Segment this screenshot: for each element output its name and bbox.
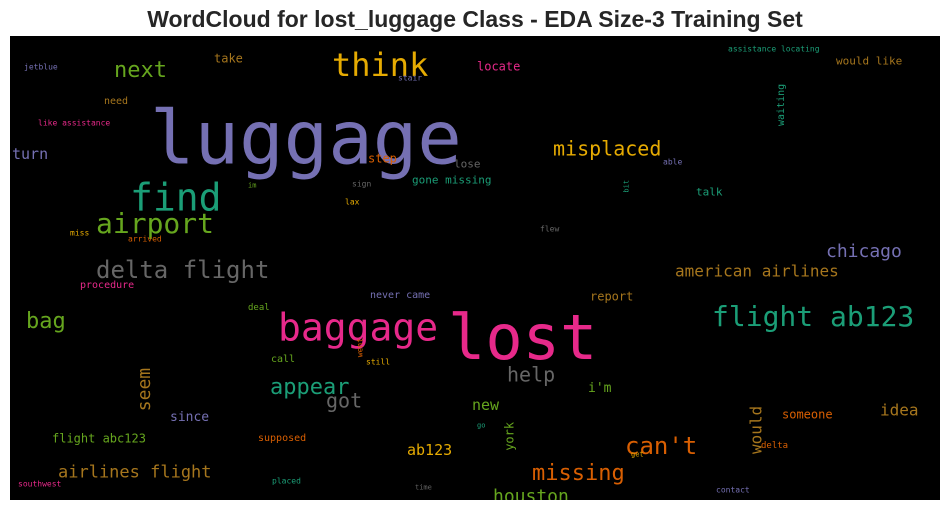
word-delta: delta (761, 441, 788, 451)
word-chicago: chicago (826, 241, 902, 262)
word-waiting: waiting (776, 84, 787, 126)
word-gone-missing: gone missing (412, 174, 491, 187)
word-someone: someone (782, 408, 833, 422)
word-went: went (356, 338, 365, 357)
word-get: get (631, 451, 644, 459)
word-appear: appear (270, 375, 349, 400)
chart-title: WordCloud for lost_luggage Class - EDA S… (147, 6, 803, 32)
word-placed: placed (272, 477, 301, 486)
word-take: take (214, 52, 243, 66)
word-flight-abc123: flight abc123 (52, 432, 146, 446)
word-flew: flew (540, 225, 559, 234)
word-ab123: ab123 (407, 441, 452, 459)
word-call: call (271, 354, 295, 365)
word-i-m: i'm (588, 381, 612, 396)
word-idea: idea (880, 401, 919, 420)
word-never-came: never came (370, 290, 430, 301)
word-next: next (114, 58, 167, 83)
word-contact: contact (716, 486, 750, 495)
word-bag: bag (26, 309, 66, 334)
word-misplaced: misplaced (553, 137, 661, 161)
word-southwest: southwest (18, 480, 62, 489)
word-luggage: luggage (150, 96, 462, 182)
word-american-airlines: american airlines (675, 262, 839, 281)
word-sign: sign (352, 180, 371, 189)
word-lax: lax (345, 198, 360, 207)
word-still: still (366, 358, 390, 367)
word-baggage: baggage (278, 306, 438, 350)
word-procedure: procedure (80, 280, 134, 291)
word-york: york (503, 421, 517, 451)
word-go: go (477, 422, 485, 430)
word-airport: airport (96, 207, 214, 240)
word-turn: turn (12, 145, 48, 163)
word-talk: talk (696, 186, 723, 199)
word-help: help (507, 363, 555, 387)
word-report: report (590, 290, 633, 304)
word-cloud: luggage lost baggage think find airport flight… (10, 36, 940, 500)
word-stair: stair (398, 74, 422, 83)
word-got: got (326, 389, 362, 413)
word-able: able (663, 158, 682, 167)
word-bit: bit (623, 180, 631, 193)
word-houston: houston (493, 486, 569, 500)
word-im: im (248, 182, 256, 190)
word-supposed: supposed (258, 433, 306, 444)
word-missing: missing (532, 461, 625, 486)
word-would-like: would like (836, 55, 902, 68)
word-can-t: can't (625, 432, 697, 460)
word-miss: miss (70, 229, 89, 238)
word-locate: locate (477, 60, 520, 74)
word-like-assistance: like assistance (38, 119, 110, 128)
word-since: since (170, 410, 209, 425)
word-airlines-flight: airlines flight (58, 463, 212, 483)
word-delta-flight: delta flight (96, 256, 269, 284)
word-step: step (368, 152, 397, 166)
word-lost: lost (448, 301, 597, 374)
word-think: think (332, 46, 428, 84)
word-new: new (472, 396, 500, 414)
word-find: find (130, 176, 222, 220)
word-jetblue: jetblue (24, 63, 58, 72)
word-assistance-locating: assistance locating (728, 45, 820, 54)
word-arrived: arrived (128, 235, 162, 244)
word-would: would (747, 406, 766, 454)
word-flight-ab123: flight ab123 (712, 300, 914, 333)
word-deal: deal (248, 303, 270, 313)
word-lose: lose (454, 158, 481, 171)
word-need: need (104, 96, 128, 107)
word-seem: seem (134, 368, 155, 411)
word-time: time (415, 484, 432, 492)
